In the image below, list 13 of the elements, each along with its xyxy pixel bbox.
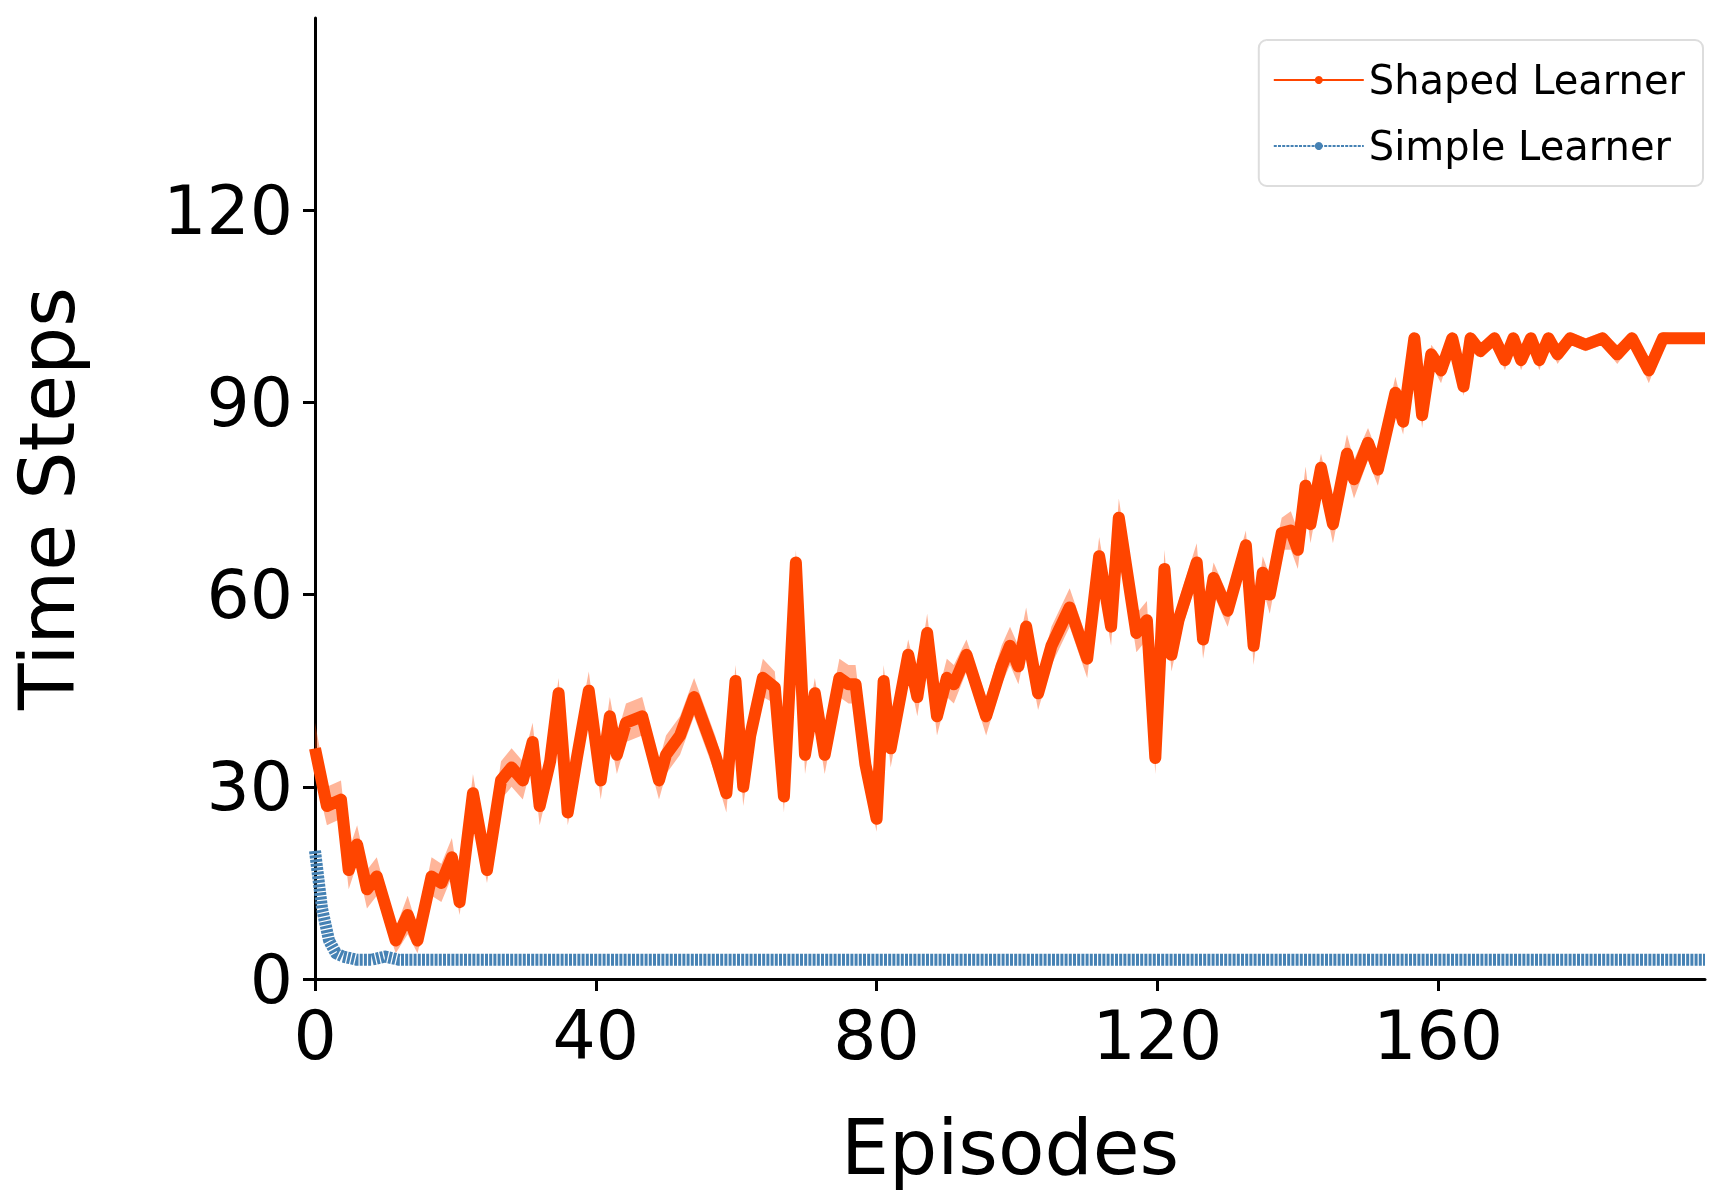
y-tick-label: 90 xyxy=(206,362,293,442)
x-tick-label: 40 xyxy=(552,995,640,1075)
y-tick-label: 30 xyxy=(206,747,293,827)
legend-label: Shaped Learner xyxy=(1368,57,1686,103)
legend-label: Simple Learner xyxy=(1368,123,1672,169)
x-tick-label: 120 xyxy=(1092,995,1223,1075)
x-tick-label: 80 xyxy=(833,995,920,1075)
y-tick-label: 60 xyxy=(206,555,293,635)
y-axis-title: Time Steps xyxy=(2,287,92,711)
x-axis-title: Episodes xyxy=(840,1102,1180,1192)
y-tick-label: 120 xyxy=(163,170,293,250)
x-tick-label: 160 xyxy=(1373,995,1504,1075)
y-tick-label: 0 xyxy=(249,939,293,1019)
